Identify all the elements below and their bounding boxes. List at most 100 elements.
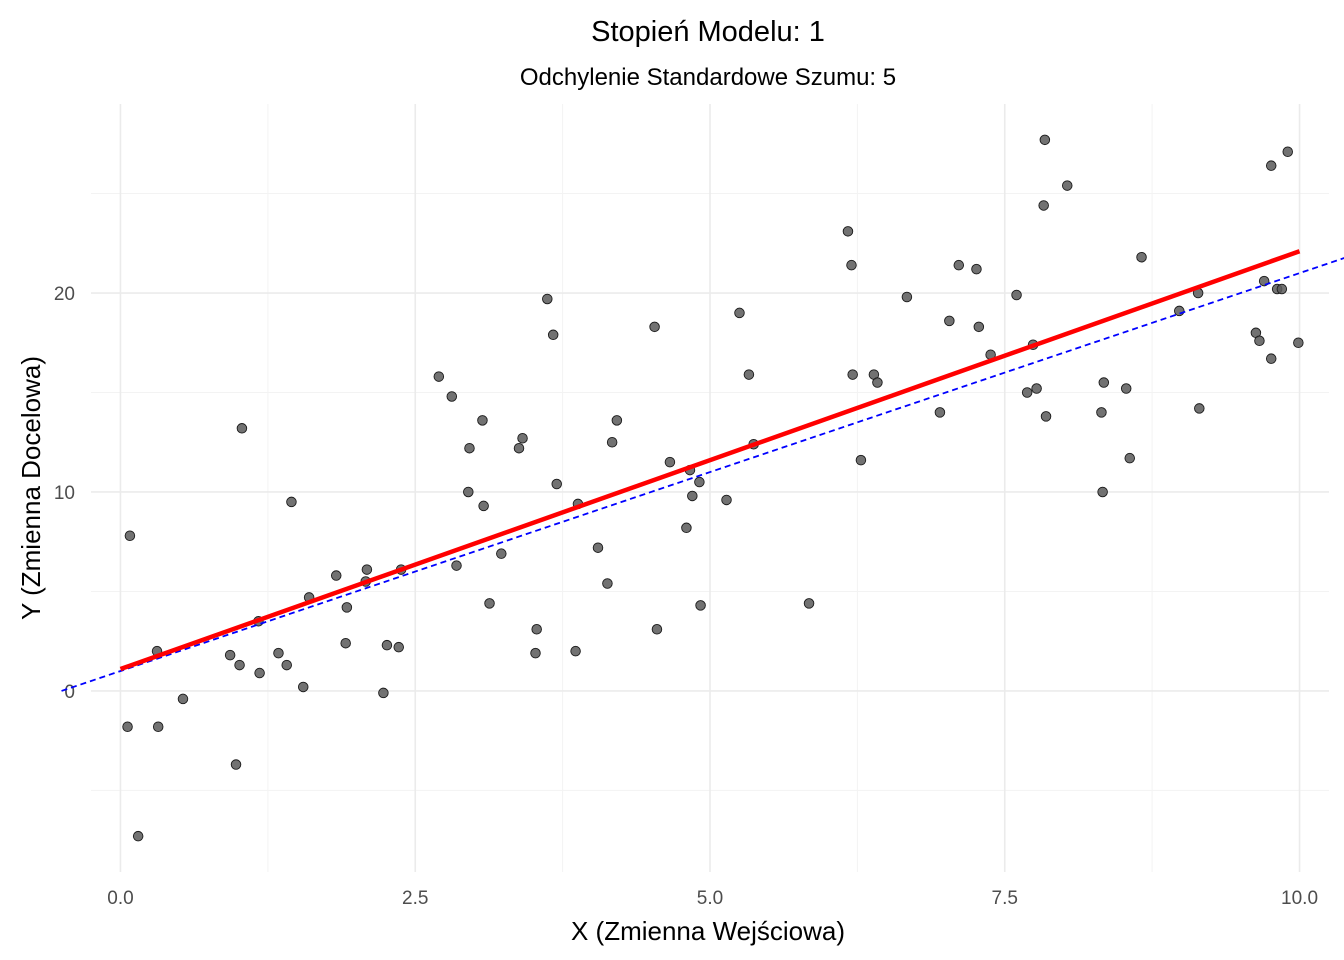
data-point <box>224 649 236 661</box>
data-point <box>361 564 373 575</box>
data-point <box>381 639 393 651</box>
data-point <box>463 486 474 498</box>
data-point <box>611 415 623 426</box>
data-point <box>273 647 284 659</box>
data-point <box>297 681 309 693</box>
data-point <box>1040 411 1052 422</box>
data-point <box>517 433 528 444</box>
data-point <box>1098 377 1110 388</box>
data-point <box>542 293 553 305</box>
x-tick-label: 10.0 <box>1281 888 1318 909</box>
y-axis-ticks: 0 10 20 <box>54 284 75 703</box>
data-point <box>694 476 705 488</box>
data-point <box>872 377 883 388</box>
data-point <box>551 478 562 490</box>
data-point <box>236 423 248 434</box>
data-point <box>393 641 404 653</box>
data-point <box>531 624 542 635</box>
y-tick-label: 0 <box>64 682 75 703</box>
grid <box>91 104 1329 872</box>
data-point <box>340 637 351 649</box>
data-points <box>122 134 1304 842</box>
data-point <box>152 721 164 733</box>
data-point <box>547 329 559 341</box>
data-point <box>681 522 692 534</box>
x-tick-label: 0.0 <box>107 888 133 909</box>
data-point <box>1096 407 1107 418</box>
data-point <box>341 602 353 613</box>
data-point <box>330 570 342 581</box>
data-point <box>1062 180 1073 191</box>
y-axis-title: Y (Zmienna Docelowa) <box>16 356 46 620</box>
data-point <box>124 530 136 542</box>
data-point <box>1194 403 1205 414</box>
data-point <box>230 759 242 770</box>
data-point <box>1120 383 1132 394</box>
data-point <box>973 321 985 333</box>
x-axis-ticks: 0.0 2.5 5.0 7.5 10.0 <box>107 888 1318 909</box>
data-point <box>570 645 581 657</box>
data-point <box>132 830 144 842</box>
data-point <box>803 598 815 609</box>
data-point <box>1174 305 1185 317</box>
data-point <box>934 407 946 418</box>
x-tick-label: 5.0 <box>697 888 723 909</box>
data-point <box>651 624 663 635</box>
data-point <box>286 496 297 508</box>
data-point <box>695 600 706 611</box>
data-point <box>484 598 495 609</box>
data-point <box>743 369 755 380</box>
true-function-line <box>61 257 1344 692</box>
data-point <box>592 542 604 553</box>
data-point <box>734 307 745 319</box>
data-point <box>846 259 857 271</box>
data-point <box>122 721 133 733</box>
data-point <box>177 693 189 705</box>
data-point <box>281 659 292 671</box>
data-point <box>1124 452 1135 464</box>
x-tick-label: 2.5 <box>402 888 428 909</box>
data-point <box>944 315 955 327</box>
data-point <box>1021 387 1033 398</box>
data-point <box>664 456 676 468</box>
data-point <box>1011 289 1022 301</box>
data-point <box>855 454 867 466</box>
data-point <box>530 647 541 659</box>
data-point <box>1136 251 1147 263</box>
data-point <box>1254 335 1265 347</box>
data-point <box>649 321 660 333</box>
fitted-model-line <box>119 249 1301 672</box>
data-point <box>254 667 265 679</box>
chart-subtitle: Odchylenie Standardowe Szumu: 5 <box>520 64 896 91</box>
data-point <box>1276 283 1288 295</box>
data-point <box>971 263 982 275</box>
data-point <box>606 436 618 448</box>
data-point <box>478 500 489 512</box>
data-point <box>464 442 475 454</box>
data-point <box>602 578 613 589</box>
regression-lines <box>61 249 1344 692</box>
data-point <box>842 226 854 237</box>
x-tick-label: 7.5 <box>992 888 1018 909</box>
data-point <box>1293 337 1304 349</box>
data-point <box>901 291 913 303</box>
data-point <box>1282 146 1293 158</box>
data-point <box>513 442 525 454</box>
data-point <box>234 659 245 671</box>
data-point <box>953 259 965 271</box>
data-point <box>433 371 445 382</box>
data-point <box>1097 486 1108 498</box>
data-point <box>721 494 732 506</box>
data-point <box>378 687 389 699</box>
data-point <box>687 490 698 502</box>
data-point <box>1038 200 1049 211</box>
data-point <box>496 548 507 559</box>
data-point <box>477 415 488 426</box>
x-axis-title: X (Zmienna Wejściowa) <box>571 916 845 946</box>
data-point <box>451 560 462 571</box>
data-point <box>1265 160 1277 171</box>
data-point <box>1031 383 1042 394</box>
y-tick-label: 10 <box>54 483 75 504</box>
data-point <box>1039 134 1051 146</box>
data-point <box>446 391 458 402</box>
